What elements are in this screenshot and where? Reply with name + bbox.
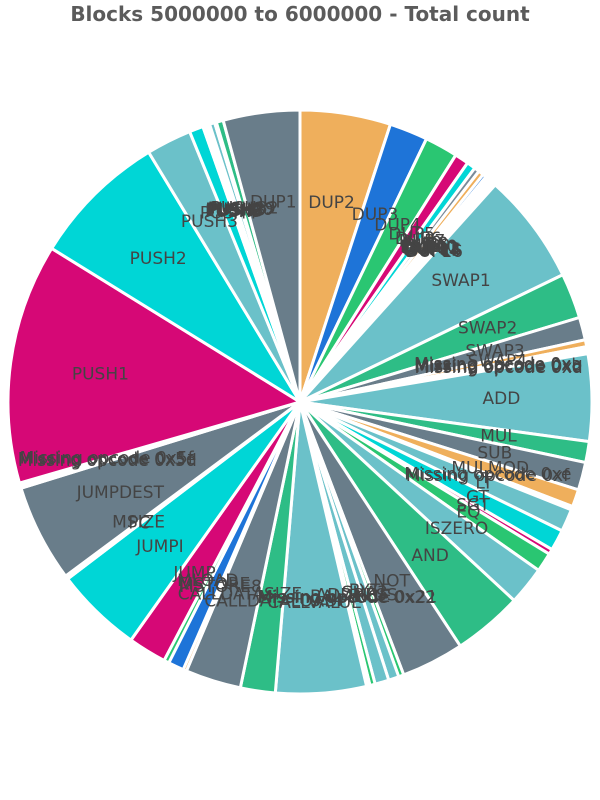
- slice-label-callvalue: CALLVALUE: [267, 593, 362, 613]
- slice-label-dup10: DUP10: [400, 237, 457, 257]
- slice-label-dup11: DUP11: [401, 238, 458, 258]
- slice-label-swap1: SWAP1: [431, 271, 490, 291]
- slice-label-sgt: SGT: [456, 495, 490, 515]
- slice-label-add: ADD: [483, 389, 521, 409]
- slice-label-mstore: MSTORE: [178, 574, 250, 594]
- slice-label-dup1: DUP1: [250, 192, 297, 212]
- slice-label-missing-opcode-0xd: Missing opcode 0xd: [415, 358, 583, 378]
- slice-label-dup8: DUP8: [402, 234, 449, 254]
- slice-label-dup3: DUP3: [352, 205, 399, 225]
- slice-label-missing-opcode-0xf: Missing opcode 0xf: [406, 466, 570, 486]
- slice-label-push20: PUSH20: [205, 200, 273, 220]
- slice-label-missing-opcode-0x21: Missing opcode 0x21: [258, 588, 437, 608]
- slice-label-missing-opcode-0xa: Missing opcode 0xa: [414, 354, 582, 374]
- slice-label-dup13: DUP13: [403, 239, 460, 259]
- pie-slices: [6, 108, 594, 696]
- slice-label-missing-opcode-0x5f: Missing opcode 0x5f: [20, 449, 195, 469]
- slice-label-swap4: SWAP4: [468, 351, 527, 371]
- slice-label-push5: PUSH5: [205, 202, 262, 222]
- slice-label-missing-opcode-0x5d: Missing opcode 0x5d: [18, 451, 197, 471]
- slice-label-dup12: DUP12: [402, 239, 459, 259]
- slice-label-pc: PC: [128, 514, 150, 534]
- slice-label-lt: LT: [475, 474, 493, 494]
- slice-label-eq: EQ: [456, 503, 480, 523]
- slice-label-dup5: DUP5: [388, 224, 435, 244]
- slice-label-missing-opcode-0xb: Missing opcode 0xb: [414, 356, 582, 376]
- slice-label-dup14: DUP14: [404, 240, 461, 260]
- slice-label-mulmod: MULMOD: [451, 458, 529, 478]
- pie-slice-push2: [49, 150, 302, 404]
- slice-label-byte: BYTE: [349, 581, 391, 601]
- slice-label-push4: PUSH4: [200, 204, 257, 224]
- slice-label-dup6: DUP6: [395, 229, 442, 249]
- slice-label-gt: GT: [466, 487, 490, 507]
- slice-label-msize: MSIZE: [112, 513, 165, 533]
- slice-label-sha3: SHA3: [342, 583, 388, 603]
- slice-label-swap3: SWAP3: [465, 341, 524, 361]
- slice-label-dup7: DUP7: [399, 232, 446, 252]
- slice-label-push1: PUSH1: [72, 365, 129, 385]
- slice-label-calldatasize: CALLDATASIZE: [178, 584, 302, 604]
- pie-slice-push1: [6, 246, 304, 485]
- slice-label-jump: JUMP: [172, 564, 215, 584]
- slice-label-mload: MLOAD: [177, 571, 238, 591]
- chart-title: Blocks 5000000 to 6000000 - Total count: [70, 2, 530, 26]
- slice-label-push2: PUSH2: [130, 249, 187, 269]
- slice-label-jumpdest: JUMPDEST: [76, 483, 165, 503]
- slice-label-push32: PUSH32: [211, 198, 279, 218]
- slice-label-balance: BALANCE: [310, 587, 390, 607]
- slice-label-dup16: DUP16: [406, 242, 463, 262]
- slice-label-not: NOT: [373, 571, 410, 591]
- slice-label-sub: SUB: [477, 443, 512, 463]
- slice-label-missing-opcode-0x22: Missing opcode 0x22: [257, 588, 436, 608]
- slice-label-push8: PUSH8: [208, 201, 265, 221]
- pie-slice-dup1: [221, 108, 302, 403]
- slice-label-dup15: DUP15: [405, 241, 462, 261]
- slice-label-mstore8: MSTORE8: [179, 577, 262, 597]
- slice-label-push7: PUSH7: [207, 201, 264, 221]
- slice-label-push3: PUSH3: [181, 212, 238, 232]
- slice-label-address: ADDRESS: [316, 585, 398, 605]
- slice-label-push29: PUSH29: [208, 199, 276, 219]
- pie-labels: DUP2DUP3DUP4DUP5DUP6DUP7DUP8DUP9DUP10DUP…: [18, 192, 583, 613]
- slice-label-and: AND: [411, 546, 448, 566]
- slice-label-dup4: DUP4: [374, 216, 421, 236]
- slice-label-missing-opcode-0x5e: Missing opcode 0x5e: [18, 450, 197, 470]
- slice-label-jumpi: JUMPI: [135, 537, 183, 557]
- slice-label-calldataload: CALLDATALOAD: [204, 591, 337, 611]
- slice-label-iszero: ISZERO: [425, 519, 488, 539]
- slice-label-dup2: DUP2: [308, 193, 355, 213]
- slice-label-swap2: SWAP2: [458, 319, 517, 339]
- slice-label-mul: MUL: [480, 427, 517, 447]
- slice-label-missing-opcode-0xc: Missing opcode 0xc: [415, 357, 581, 377]
- slice-label-dup9: DUP9: [404, 236, 451, 256]
- slice-label-push6: PUSH6: [206, 201, 263, 221]
- slice-label-missing-opcode-0xe: Missing opcode 0xe: [404, 465, 571, 485]
